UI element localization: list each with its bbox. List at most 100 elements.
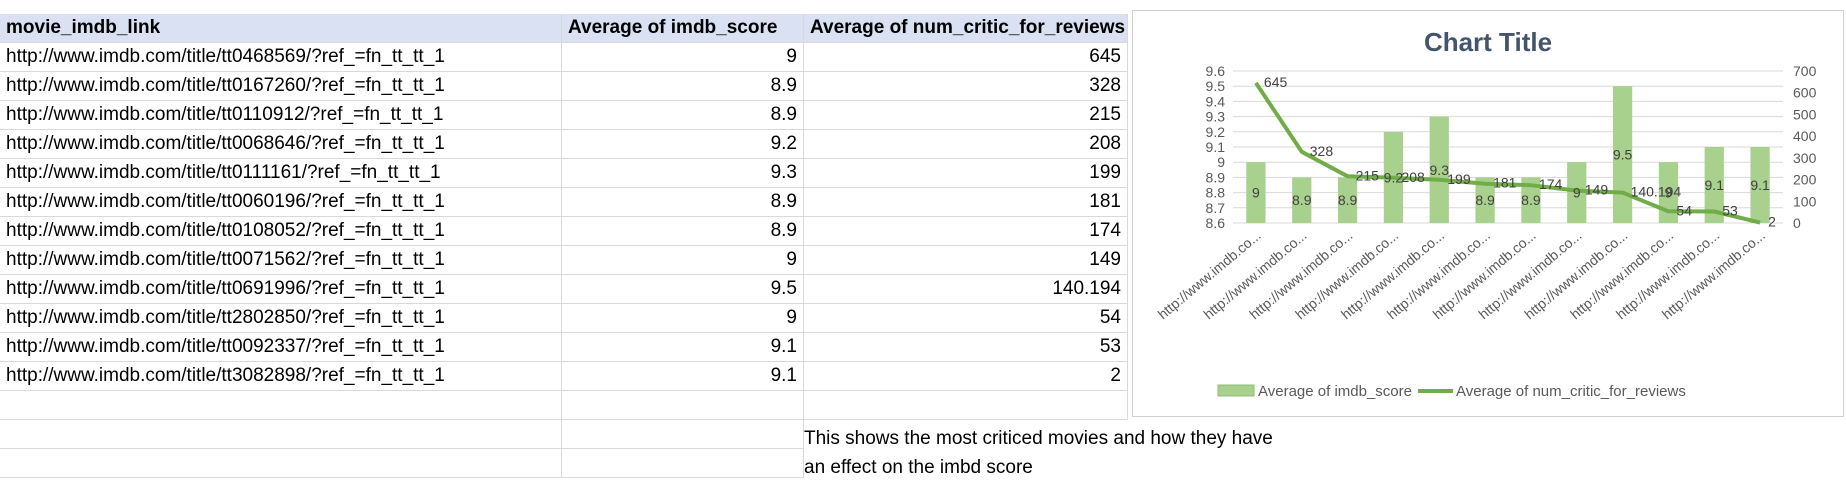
right-axis-tick-label: 600 [1793, 85, 1817, 101]
bar-data-label: 9 [1573, 185, 1581, 201]
cell-imdb-score[interactable]: 9.1 [562, 362, 804, 391]
cell-movie-link[interactable]: http://www.imdb.com/title/tt0468569/?ref… [0, 43, 562, 72]
bar-imdb-score [1475, 177, 1495, 223]
cell-movie-link[interactable]: http://www.imdb.com/title/tt0167260/?ref… [0, 72, 562, 101]
line-data-label: 181 [1493, 175, 1517, 191]
line-data-label: 208 [1401, 169, 1425, 185]
cell-imdb-score[interactable]: 8.9 [562, 101, 804, 130]
right-axis-tick-label: 100 [1793, 193, 1817, 209]
cell-imdb-score[interactable]: 9.5 [562, 275, 804, 304]
left-axis-tick-label: 8.9 [1206, 169, 1226, 185]
left-axis-tick-label: 9.5 [1206, 78, 1226, 94]
empty-cell[interactable] [804, 391, 1128, 420]
cell-movie-link[interactable]: http://www.imdb.com/title/tt3082898/?ref… [0, 362, 562, 391]
header-movie-link[interactable]: movie_imdb_link [0, 14, 562, 43]
cell-movie-link[interactable]: http://www.imdb.com/title/tt0071562/?ref… [0, 246, 562, 275]
cell-critic-reviews[interactable]: 208 [804, 130, 1128, 159]
bar-imdb-score [1337, 177, 1358, 223]
cell-imdb-score[interactable]: 9 [562, 246, 804, 275]
cell-movie-link[interactable]: http://www.imdb.com/title/tt0068646/?ref… [0, 130, 562, 159]
right-axis-tick-label: 700 [1793, 63, 1817, 79]
header-avg-critic-reviews[interactable]: Average of num_critic_for_reviews [804, 14, 1128, 43]
chart-legend[interactable]: Average of imdb_score Average of num_cri… [1217, 383, 1686, 400]
bar-data-label: 9.3 [1430, 162, 1450, 178]
cell-critic-reviews[interactable]: 140.194 [804, 275, 1128, 304]
cell-imdb-score[interactable]: 9 [562, 43, 804, 72]
header-avg-imdb-score[interactable]: Average of imdb_score [562, 14, 804, 43]
chart-title[interactable]: Chart Title [1424, 27, 1552, 57]
right-axis-tick-label: 0 [1793, 215, 1801, 231]
note-line-1[interactable]: This shows the most criticed movies and … [804, 428, 1273, 449]
cell-critic-reviews[interactable]: 53 [804, 333, 1128, 362]
cell-movie-link[interactable]: http://www.imdb.com/title/tt0110912/?ref… [0, 101, 562, 130]
combo-chart: Chart Title 9 8.9 8.99.2 9.38.9 8.9 99.59 9.1 9… [1155, 27, 1817, 400]
line-data-label: 140.194 [1631, 184, 1682, 200]
bar-imdb-score [1429, 116, 1449, 223]
right-axis-tick-label: 400 [1793, 128, 1817, 144]
right-axis-tick-label: 200 [1793, 172, 1817, 188]
cell-movie-link[interactable]: http://www.imdb.com/title/tt0111161/?ref… [0, 159, 562, 188]
bar-imdb-score [1612, 86, 1633, 223]
cell-critic-reviews[interactable]: 181 [804, 188, 1128, 217]
cell-movie-link[interactable]: http://www.imdb.com/title/tt0108052/?ref… [0, 217, 562, 246]
empty-cell[interactable] [562, 420, 804, 449]
left-axis-tick-label: 8.7 [1206, 200, 1226, 216]
bar-data-label: 9.2 [1384, 169, 1404, 185]
cell-movie-link[interactable]: http://www.imdb.com/title/tt0060196/?ref… [0, 188, 562, 217]
note-line-2[interactable]: an effect on the imbd score [804, 457, 1033, 478]
line-data-label: 199 [1447, 171, 1471, 187]
line-critic-reviews [1254, 81, 1761, 225]
bar-data-label: 9.1 [1705, 177, 1725, 193]
chart-area[interactable]: Chart Title 9 8.9 8.9 9.2 9.3 8.9 8.9 9 9.5 9 9.1 9… [1132, 10, 1844, 417]
empty-cell[interactable] [0, 420, 562, 449]
left-axis-tick-label: 8.8 [1206, 185, 1226, 201]
left-axis-tick-label: 9.2 [1206, 124, 1226, 140]
line-data-label: 54 [1676, 202, 1692, 218]
cell-critic-reviews[interactable]: 215 [804, 101, 1128, 130]
cell-imdb-score[interactable]: 9.2 [562, 130, 804, 159]
cell-critic-reviews[interactable]: 645 [804, 43, 1128, 72]
cell-imdb-score[interactable]: 8.9 [562, 217, 804, 246]
right-axis-tick-label: 300 [1793, 150, 1817, 166]
bar-data-label: 8.9 [1521, 192, 1541, 208]
cell-critic-reviews[interactable]: 328 [804, 72, 1128, 101]
cell-critic-reviews[interactable]: 174 [804, 217, 1128, 246]
left-axis-tick-label: 9 [1217, 154, 1225, 170]
left-axis-tick-label: 9.4 [1206, 93, 1226, 109]
cell-imdb-score[interactable]: 9.1 [562, 333, 804, 362]
legend-label-line: Average of num_critic_for_reviews [1456, 383, 1686, 400]
bar-data-label: 9.1 [1750, 177, 1770, 193]
cell-imdb-score[interactable]: 8.9 [562, 188, 804, 217]
empty-cell[interactable] [562, 391, 804, 420]
legend-swatch-bar [1217, 384, 1255, 397]
empty-cell[interactable] [0, 449, 562, 478]
line-data-label: 215 [1356, 167, 1380, 183]
cell-imdb-score[interactable]: 8.9 [562, 72, 804, 101]
cell-critic-reviews[interactable]: 2 [804, 362, 1128, 391]
cell-critic-reviews[interactable]: 149 [804, 246, 1128, 275]
bar-data-label: 8.9 [1292, 192, 1312, 208]
cell-movie-link[interactable]: http://www.imdb.com/title/tt2802850/?ref… [0, 304, 562, 333]
bar-imdb-score [1246, 162, 1266, 223]
left-axis-tick-label: 8.6 [1206, 215, 1226, 231]
bar-data-label: 9 [1665, 185, 1673, 201]
cell-critic-reviews[interactable]: 54 [804, 304, 1128, 333]
empty-cell[interactable] [562, 449, 804, 478]
cell-movie-link[interactable]: http://www.imdb.com/title/tt0691996/?ref… [0, 275, 562, 304]
bar-imdb-score [1704, 147, 1724, 223]
left-axis-tick-label: 9.3 [1206, 109, 1226, 125]
cell-imdb-score[interactable]: 9.3 [562, 159, 804, 188]
bar-data-label: 8.9 [1475, 192, 1495, 208]
line-data-label: 53 [1722, 202, 1738, 218]
line-data-label: 328 [1310, 143, 1334, 159]
bar-imdb-score [1292, 177, 1312, 223]
cell-movie-link[interactable]: http://www.imdb.com/title/tt0092337/?ref… [0, 333, 562, 362]
bar-data-label: 9 [1252, 185, 1260, 201]
legend-label-bar: Average of imdb_score [1258, 383, 1412, 400]
cell-imdb-score[interactable]: 9 [562, 304, 804, 333]
bar-data-label: 8.9 [1338, 192, 1358, 208]
cell-critic-reviews[interactable]: 199 [804, 159, 1128, 188]
right-axis-tick-label: 500 [1793, 106, 1817, 122]
empty-cell[interactable] [0, 391, 562, 420]
